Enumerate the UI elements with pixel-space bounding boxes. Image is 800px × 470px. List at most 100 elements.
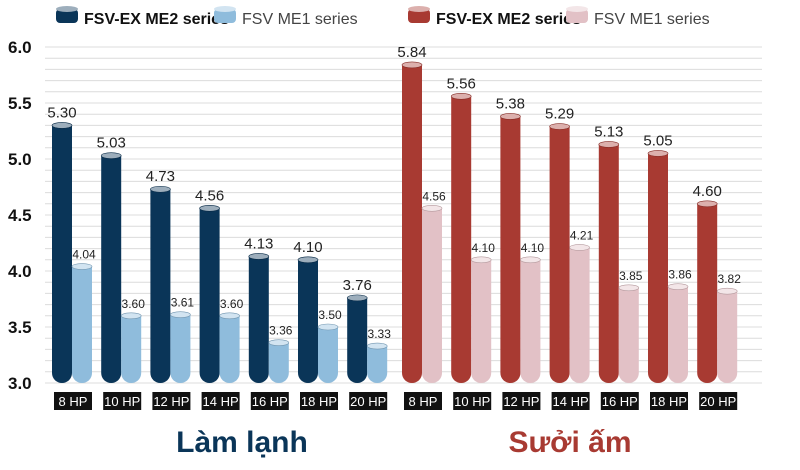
data-label: 3.85 [619,269,643,283]
bar-me2-top [500,113,521,120]
data-label: 4.13 [244,235,273,252]
data-label: 4.10 [293,239,322,256]
bar-me1 [72,266,92,383]
category-label: 14 HP [553,394,589,409]
bar-me2 [697,203,718,383]
y-tick-label: 4.5 [8,206,32,225]
bar-me2-top [297,256,319,264]
bar-me1 [268,342,289,383]
y-tick-label: 3.5 [8,318,32,337]
data-label: 5.29 [545,106,574,123]
category-badge [699,392,738,410]
bar-me2-top [696,200,718,208]
bar-me2-top [150,185,171,193]
bar-me1-top [421,204,443,212]
bar-me1 [367,346,388,383]
category-badge [300,392,338,410]
data-label: 4.10 [472,241,496,255]
data-label: 3.60 [220,297,244,311]
bar-me2 [648,153,668,383]
section-title: Sưởi ấm [508,426,631,459]
bar-me2 [549,126,570,384]
legend-swatch [214,9,236,23]
category-badge [201,392,240,410]
data-label: 5.38 [496,95,525,112]
legend-swatch-top [56,6,78,12]
bar-me1-top [268,339,290,346]
data-label: 4.21 [570,228,594,242]
category-label: 16 HP [602,394,638,409]
bar-me1-top [71,263,93,270]
bar-me1 [318,327,338,383]
category-badge [152,392,191,410]
legend-label: FSV ME1 series [242,11,358,28]
data-label: 3.76 [343,277,372,294]
legend-swatch [566,9,588,23]
legend-swatch [408,9,430,23]
bar-me2 [199,208,220,383]
category-badge [650,392,688,410]
category-badge [551,392,590,410]
data-label: 3.33 [368,327,392,341]
category-label: 10 HP [104,394,140,409]
y-tick-label: 3.0 [8,374,32,393]
data-label: 3.61 [171,296,195,310]
bar-me2 [248,256,269,383]
bar-me1 [520,259,541,383]
bar-me1-top [366,342,388,350]
category-label: 8 HP [409,394,438,409]
category-badge [349,392,388,410]
bar-me1-top [520,256,541,264]
legend-swatch-top [214,6,236,12]
bar-me2-top [549,123,570,130]
y-tick-label: 5.0 [8,150,32,169]
category-label: 18 HP [651,394,687,409]
category-badge [103,392,142,410]
y-tick-label: 5.5 [8,94,32,113]
data-label: 4.10 [521,241,545,255]
bar-me1-top [618,284,640,292]
data-label: 4.56 [195,187,224,204]
category-badge [453,392,492,410]
bar-me2 [500,116,521,383]
bar-me2 [598,144,619,383]
bar-me2-top [248,253,270,260]
y-tick-label: 6.0 [8,38,32,57]
bar-me2 [298,259,318,383]
data-label: 5.03 [97,135,126,152]
bar-me2 [347,297,368,383]
bar-me2 [402,64,422,384]
data-label: 3.86 [668,268,692,282]
legend-swatch [56,9,78,23]
legend-swatch-top [566,6,588,12]
data-label: 4.60 [693,183,722,200]
bar-me1-top [667,283,689,290]
category-label: 8 HP [59,394,88,409]
category-label: 12 HP [503,394,539,409]
bar-me1 [121,315,142,383]
category-label: 16 HP [252,394,288,409]
data-label: 3.50 [318,308,342,322]
bar-me2 [150,189,171,383]
data-label: 5.84 [397,44,426,61]
bar-me1 [618,287,639,383]
bar-me2 [451,96,472,383]
category-label: 12 HP [153,394,189,409]
bar-me2-top [647,150,669,157]
bar-me2-top [450,92,472,100]
bar-me2-top [51,122,73,129]
data-label: 4.73 [146,168,175,185]
bar-me1-top [716,287,738,295]
data-label: 5.30 [47,104,76,121]
bar-me1-top [120,312,142,320]
bar-me1-top [569,244,590,251]
category-badge [404,392,442,410]
bar-me1-top [219,312,240,320]
section-title: Làm lạnh [176,426,308,459]
category-label: 18 HP [301,394,337,409]
bar-me1 [219,315,240,383]
category-label: 14 HP [203,394,239,409]
bar-me2-top [100,152,122,159]
category-badge [250,392,289,410]
